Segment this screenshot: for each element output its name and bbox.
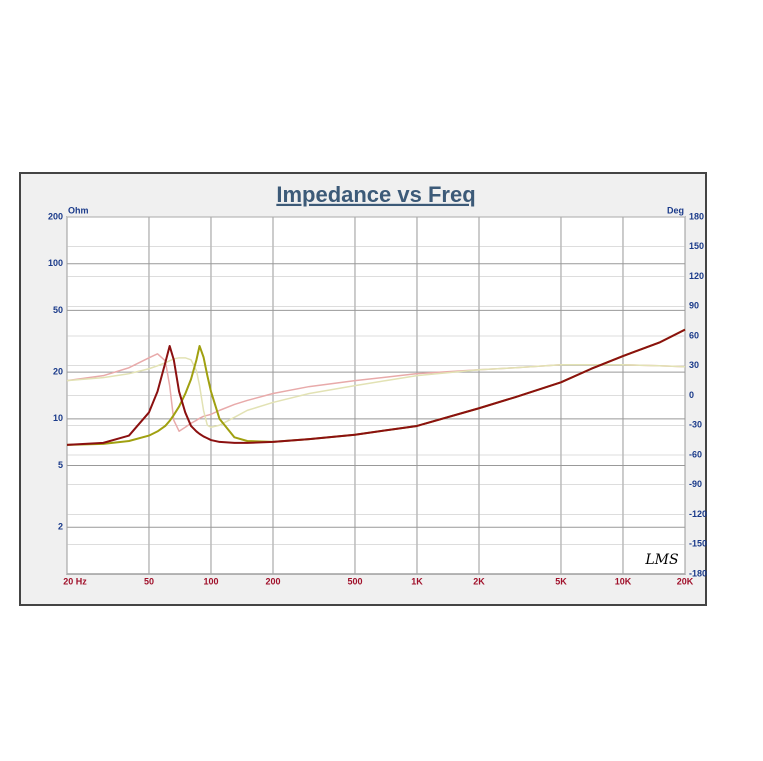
y2-axis-label: Deg	[667, 205, 684, 215]
x-tick-label: 200	[265, 576, 280, 586]
x-tick-label: 50	[144, 576, 154, 586]
y2-tick-label: 30	[689, 360, 699, 370]
chart-title: Impedance vs Freq	[276, 182, 475, 207]
x-tick-label: 5K	[555, 576, 567, 586]
y2-tick-label: 180	[689, 211, 704, 221]
y2-tick-label: -90	[689, 479, 702, 489]
y-tick-label: 5	[58, 460, 63, 470]
y-tick-label: 50	[53, 305, 63, 315]
y2-tick-label: -60	[689, 449, 702, 459]
series-line	[66, 328, 686, 446]
x-tick-label: 10K	[615, 576, 632, 586]
y2-tick-label: 60	[689, 330, 699, 340]
x-tick-label: 1K	[411, 576, 423, 586]
series-line	[66, 357, 686, 428]
y2-tick-label: 90	[689, 301, 699, 311]
y2-tick-label: -150	[689, 539, 707, 549]
y-tick-label: 10	[53, 413, 63, 423]
y2-tick-label: -30	[689, 420, 702, 430]
y2-tick-label: -120	[689, 509, 707, 519]
y2-tick-label: -180	[689, 568, 707, 578]
x-tick-label: 20K	[677, 576, 694, 586]
y-tick-label: 200	[48, 211, 63, 221]
y-tick-label: 2	[58, 522, 63, 532]
logo: LMS	[644, 552, 678, 568]
y2-tick-label: 150	[689, 241, 704, 251]
x-tick-label: 500	[347, 576, 362, 586]
y-tick-label: 20	[53, 367, 63, 377]
y-axis-label: Ohm	[68, 205, 89, 215]
y-tick-label: 100	[48, 258, 63, 268]
y2-tick-label: 0	[689, 390, 694, 400]
y2-tick-label: 120	[689, 271, 704, 281]
x-tick-label: 100	[203, 576, 218, 586]
x-tick-label: 20 Hz	[63, 576, 87, 586]
x-tick-label: 2K	[473, 576, 485, 586]
